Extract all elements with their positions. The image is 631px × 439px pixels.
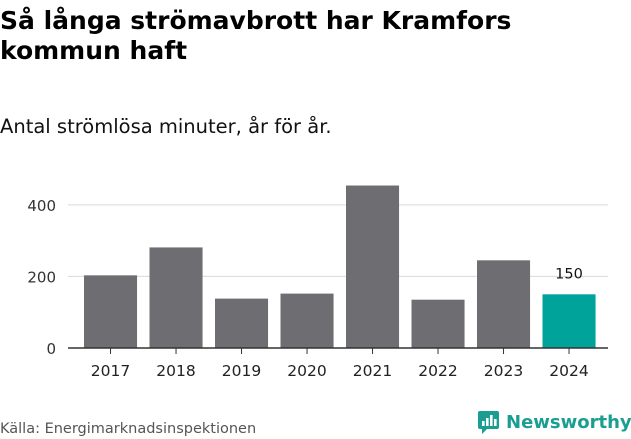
bar-chart: 0 200 400 150 2017 2018 2019 2020 2021 2022 2023… <box>27 185 608 380</box>
bar-2017 <box>84 275 138 348</box>
y-tick-labels: 0 200 400 <box>27 197 56 358</box>
x-tick-label: 2023 <box>484 362 523 380</box>
y-tick-label: 0 <box>46 340 56 358</box>
x-tick-label: 2024 <box>549 362 588 380</box>
x-tick-label: 2021 <box>353 362 392 380</box>
data-labels: 150 <box>555 266 583 282</box>
data-label: 150 <box>555 266 583 282</box>
x-tick-label: 2020 <box>287 362 326 380</box>
x-tick-label: 2018 <box>156 362 195 380</box>
x-tick-labels: 2017 2018 2019 2020 2021 2022 2023 2024 <box>91 348 589 380</box>
source-note: Källa: Energimarknadsinspektionen <box>0 421 257 437</box>
bar-2022 <box>411 299 465 348</box>
newsworthy-logo-icon <box>478 410 499 434</box>
x-tick-label: 2022 <box>418 362 457 380</box>
y-tick-label: 400 <box>27 197 56 215</box>
chart-subtitle: Antal strömlösa minuter, år för år. <box>0 115 332 138</box>
x-tick-label: 2017 <box>91 362 130 380</box>
x-tick-label: 2019 <box>222 362 261 380</box>
bar-2023 <box>477 260 531 348</box>
bar-2024 <box>542 294 596 348</box>
bar-2020 <box>280 293 334 348</box>
bar-2021 <box>346 185 400 348</box>
chart-title: Så långa strömavbrott har Kramfors kommu… <box>0 6 512 65</box>
bar-2019 <box>215 298 269 348</box>
brand-logo: Newsworthy <box>477 409 631 435</box>
bar-2018 <box>149 247 203 348</box>
brand-name: Newsworthy <box>506 411 631 433</box>
bars <box>84 185 596 348</box>
y-tick-label: 200 <box>27 268 56 286</box>
